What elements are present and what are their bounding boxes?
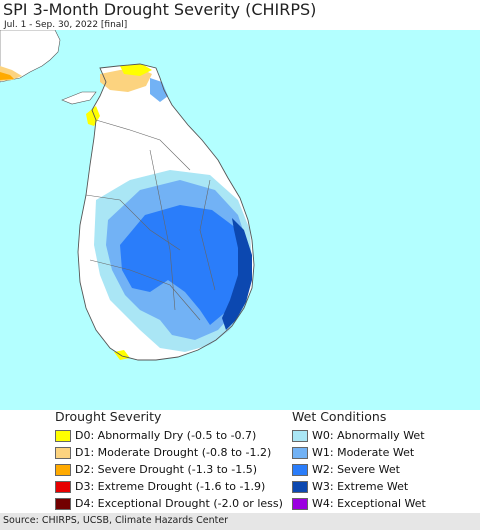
drought-legend-heading: Drought Severity [55,409,162,424]
wet-legend-heading: Wet Conditions [292,409,387,424]
wet-w3-region [222,218,252,330]
legend-label-w0: W0: Abnormally Wet [312,429,425,442]
legend-item-d0: D0: Abnormally Dry (-0.5 to -0.7) [55,427,283,444]
legend-label-d2: D2: Severe Drought (-1.3 to -1.5) [75,463,258,476]
legend-swatch-w2 [292,463,308,476]
source-footer: Source: CHIRPS, UCSB, Climate Hazards Ce… [0,513,480,530]
province-boundaries [85,119,216,321]
map-svg [0,30,480,410]
legend-swatch-d2 [55,463,71,476]
legend-label-d1: D1: Moderate Drought (-0.8 to -1.2) [75,446,272,459]
legend-item-d1: D1: Moderate Drought (-0.8 to -1.2) [55,444,283,461]
northeast-w1-patch [150,78,168,102]
drought-map [0,30,480,410]
legend-swatch-d4 [55,497,71,510]
legend-swatch-d1 [55,446,71,459]
legend-swatch-d0 [55,429,71,442]
legend-swatch-w0 [292,429,308,442]
legend-label-w4: W4: Exceptional Wet [312,497,426,510]
legend-item-w2: W2: Severe Wet [292,461,426,478]
source-text: Source: CHIRPS, UCSB, Climate Hazards Ce… [3,515,229,526]
legend-item-w4: W4: Exceptional Wet [292,495,426,512]
northwest-drought-d0 [86,106,100,126]
legend-label-d4: D4: Exceptional Drought (-2.0 or less) [75,497,283,510]
legend-swatch-w3 [292,480,308,493]
legend-label-w2: W2: Severe Wet [312,463,400,476]
jaffna-drought-d0 [120,64,152,76]
map-title: SPI 3-Month Drought Severity (CHIRPS) [3,0,317,19]
legend-swatch-d3 [55,480,71,493]
legend-item-w1: W1: Moderate Wet [292,444,426,461]
legend-item-w0: W0: Abnormally Wet [292,427,426,444]
south-drought-d0 [114,350,130,360]
legend-label-d0: D0: Abnormally Dry (-0.5 to -0.7) [75,429,257,442]
legend-item-d4: D4: Exceptional Drought (-2.0 or less) [55,495,283,512]
legend-label-w1: W1: Moderate Wet [312,446,415,459]
india-drought-d2 [0,72,14,80]
legend-item-d3: D3: Extreme Drought (-1.6 to -1.9) [55,478,283,495]
legend-label-w3: W3: Extreme Wet [312,480,409,493]
legend-label-d3: D3: Extreme Drought (-1.6 to -1.9) [75,480,266,493]
wet-w2-region [120,205,244,325]
drought-legend: Drought Severity D0: Abnormally Dry (-0.… [55,409,283,512]
wet-legend: Wet Conditions W0: Abnormally Wet W1: Mo… [292,409,426,512]
sri-lanka-outline [77,63,255,361]
legend-item-d2: D2: Severe Drought (-1.3 to -1.5) [55,461,283,478]
mannar-island [61,91,97,105]
legend-item-w3: W3: Extreme Wet [292,478,426,495]
legend-swatch-w4 [292,497,308,510]
legend-swatch-w1 [292,446,308,459]
india-landmass [0,30,61,83]
map-subtitle: Jul. 1 - Sep. 30, 2022 [final] [4,20,128,30]
